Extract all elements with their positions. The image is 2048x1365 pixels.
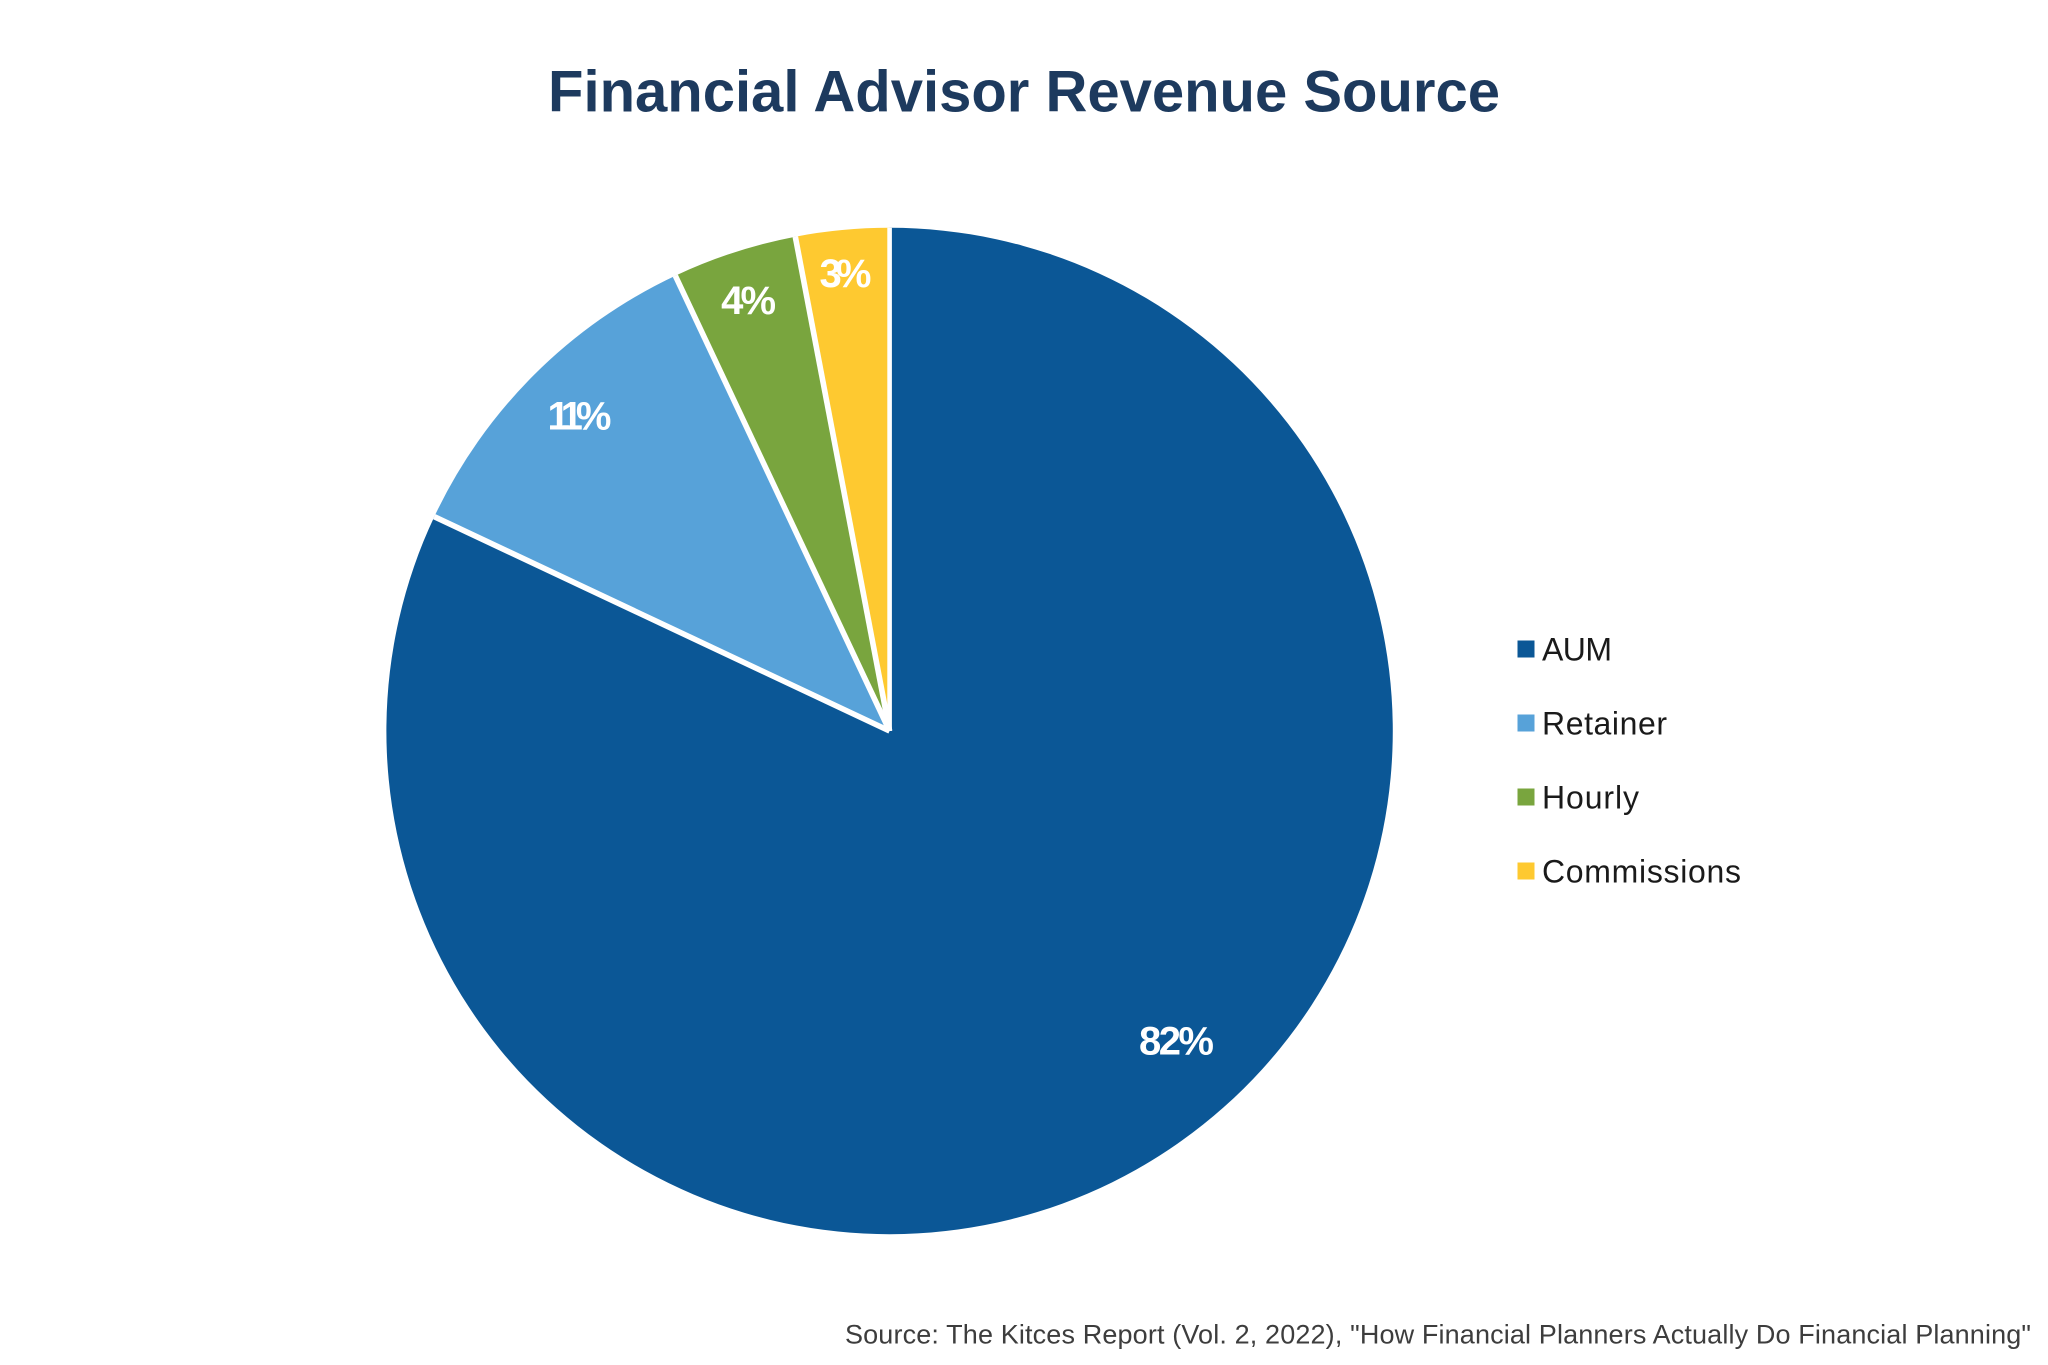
svg-text:Source: The Kitces Report (Vol: Source: The Kitces Report (Vol. 2, 2022)…	[845, 1320, 2031, 1350]
svg-text:Hourly: Hourly	[1542, 780, 1639, 816]
svg-text:Financial Advisor Revenue Sour: Financial Advisor Revenue Source	[548, 60, 1500, 125]
svg-text:3%: 3%	[820, 252, 872, 296]
svg-text:AUM: AUM	[1542, 632, 1612, 668]
svg-text:Retainer: Retainer	[1542, 706, 1667, 742]
svg-text:82%: 82%	[1139, 1020, 1214, 1064]
svg-text:4%: 4%	[721, 279, 776, 323]
svg-text:11%: 11%	[548, 394, 612, 438]
svg-text:Commissions: Commissions	[1542, 854, 1741, 890]
